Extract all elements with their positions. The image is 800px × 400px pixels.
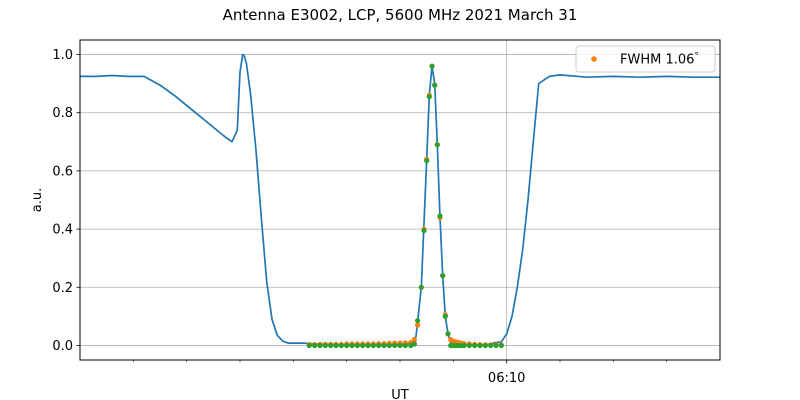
scatter-point xyxy=(349,342,355,349)
series-line xyxy=(80,53,720,346)
scatter-point xyxy=(437,213,443,219)
scatter-point xyxy=(442,313,448,319)
scatter-point xyxy=(328,342,334,349)
scatter-point xyxy=(429,63,435,69)
scatter-point xyxy=(461,342,467,349)
y-tick-label: 0.2 xyxy=(52,281,73,296)
y-tick-label: 1.0 xyxy=(52,48,73,63)
scatter-point xyxy=(472,342,478,349)
x-axis: 06:10 xyxy=(133,360,667,386)
plot-series xyxy=(80,53,720,349)
legend: FWHM 1.06° xyxy=(575,45,716,73)
x-axis-label: UT xyxy=(391,388,409,400)
y-axis: 0.0 0.2 0.4 0.6 0.8 1.0 xyxy=(52,48,80,354)
scatter-point xyxy=(482,342,488,349)
scatter-point xyxy=(322,342,328,349)
scatter-point xyxy=(370,342,376,349)
scatter-point xyxy=(338,342,344,349)
y-tick-label: 0.6 xyxy=(52,164,73,179)
scatter-point xyxy=(415,318,421,324)
scatter-point xyxy=(426,94,432,100)
scatter-point xyxy=(306,342,312,349)
scatter-point xyxy=(397,342,403,349)
scatter-point xyxy=(411,341,417,347)
grid xyxy=(80,40,720,360)
scatter-point xyxy=(392,342,398,349)
x-tick-label: 06:10 xyxy=(488,371,525,386)
scatter-point xyxy=(333,342,339,349)
scatter-point xyxy=(386,342,392,349)
scatter-point xyxy=(477,342,483,349)
scatter-point xyxy=(317,342,323,349)
scatter-point xyxy=(424,158,430,164)
scatter-point xyxy=(365,342,371,349)
scatter-point xyxy=(415,322,421,328)
chart-title: Antenna E3002, LCP, 5600 MHz 2021 March … xyxy=(223,6,578,24)
y-tick-label: 0.4 xyxy=(52,223,73,238)
scatter-point xyxy=(344,342,350,349)
legend-marker xyxy=(591,56,597,62)
scatter-point xyxy=(421,227,427,234)
scatter-point xyxy=(466,342,472,349)
scatter-point xyxy=(411,337,417,343)
scatter-point xyxy=(381,342,387,349)
scatter-point xyxy=(432,82,438,88)
scatter-point xyxy=(488,342,494,349)
scatter-point xyxy=(402,342,408,349)
scatter-point xyxy=(354,342,360,349)
plot-frame xyxy=(79,39,721,361)
y-axis-label: a.u. xyxy=(30,188,45,212)
legend-degree: ° xyxy=(694,52,699,62)
scatter-point xyxy=(312,342,318,349)
legend-label: FWHM 1.06° xyxy=(620,52,699,68)
scatter-point xyxy=(440,273,446,279)
y-tick-label: 0.0 xyxy=(52,339,73,354)
legend-box xyxy=(575,45,716,73)
legend-text: FWHM 1.06 xyxy=(620,53,694,68)
scatter-point xyxy=(445,331,451,337)
scatter-point xyxy=(498,342,504,349)
scatter-point xyxy=(418,284,424,290)
scatter-point xyxy=(360,342,366,349)
scatter-point xyxy=(376,342,382,349)
scatter-point xyxy=(493,342,499,349)
scatter-point xyxy=(434,142,440,148)
y-tick-label: 0.8 xyxy=(52,106,73,121)
